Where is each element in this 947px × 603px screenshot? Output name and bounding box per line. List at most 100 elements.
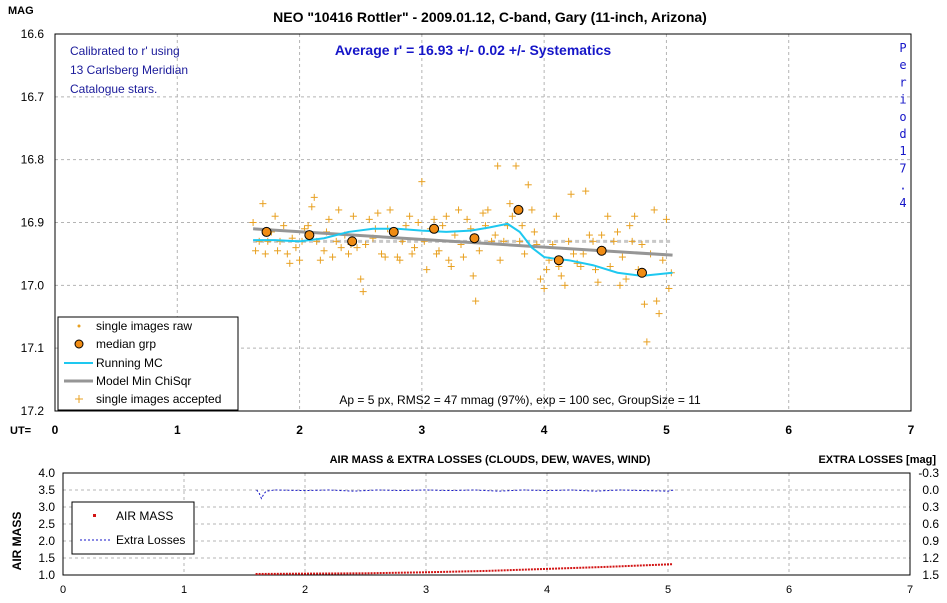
accepted-point (528, 206, 536, 214)
bottom-x-tick-label: 7 (907, 584, 913, 596)
air-mass-point (497, 569, 500, 572)
accepted-point (540, 284, 548, 292)
air-mass-point (464, 570, 467, 573)
air-mass-point (648, 564, 651, 567)
air-mass-point (264, 572, 267, 575)
accepted-point (604, 212, 612, 220)
accepted-point (264, 237, 272, 245)
accepted-point (643, 338, 651, 346)
bottom-legend-box (71, 501, 195, 555)
air-mass-point (431, 571, 434, 574)
accepted-point (296, 256, 304, 264)
air-mass-point (267, 572, 270, 575)
bottom-y2-tick-label: 0.6 (922, 517, 939, 531)
legend-airmass-marker (93, 514, 96, 517)
air-mass-point (376, 572, 379, 575)
accepted-point (582, 187, 590, 195)
air-mass-point (449, 570, 452, 573)
air-mass-point (585, 566, 588, 569)
top-y-tick-label: 16.9 (21, 216, 45, 230)
air-mass-point (349, 572, 352, 575)
legend-model-label: Model Min ChiSqr (96, 374, 191, 388)
bottom-y-tick-label: 1.5 (38, 551, 55, 565)
air-mass-point (506, 569, 509, 572)
air-mass-point (352, 572, 355, 575)
air-mass-point (276, 572, 279, 575)
accepted-point (594, 278, 602, 286)
top-legend: single images raw median grp Running MC … (57, 316, 239, 411)
accepted-point (445, 256, 453, 264)
accepted-point (320, 247, 328, 255)
air-mass-point (663, 563, 666, 566)
air-mass-point (446, 570, 449, 573)
air-mass-point (651, 563, 654, 566)
air-mass-point (310, 572, 313, 575)
accepted-point (280, 222, 288, 230)
accepted-point (552, 212, 560, 220)
air-mass-point (428, 571, 431, 574)
accepted-point (414, 219, 422, 226)
accepted-point (557, 272, 565, 280)
running-mc-line (253, 222, 673, 277)
bottom-y2-tick-label: 0.3 (922, 500, 939, 514)
median-point (513, 204, 524, 215)
air-mass-point (258, 572, 261, 575)
accepted-point (451, 231, 459, 239)
air-mass-point (603, 565, 606, 568)
accepted-point (249, 219, 257, 226)
bottom-y2-tick-label: -0.3 (918, 466, 939, 480)
period-char: . (899, 179, 906, 193)
air-mass-point (355, 572, 358, 575)
top-x-ticks: 0 1 2 3 4 5 6 7 (52, 423, 915, 437)
air-mass-point (633, 564, 636, 567)
top-x-tick-label: 1 (174, 423, 181, 437)
air-mass-point (667, 563, 669, 566)
air-mass-point (615, 565, 618, 568)
air-mass-point (313, 572, 316, 575)
air-mass-point (340, 572, 343, 575)
air-mass-point (370, 572, 373, 575)
accepted-point (362, 240, 370, 248)
accepted-point (374, 209, 382, 217)
air-mass-point (418, 571, 421, 574)
accepted-point (618, 253, 626, 261)
legend-median-label: median grp (96, 337, 156, 351)
accepted-point (577, 262, 585, 270)
air-mass-point (552, 567, 555, 570)
accepted-point (628, 237, 636, 245)
accepted-point (292, 244, 300, 252)
air-mass-point (322, 572, 325, 575)
accepted-point (650, 206, 658, 214)
accepted-point (259, 200, 267, 208)
note-line-3: Catalogue stars. (70, 82, 157, 96)
accepted-point (359, 288, 367, 296)
air-mass-point (473, 570, 476, 573)
air-mass-point (606, 565, 609, 568)
accepted-point (472, 297, 480, 305)
air-mass-point (533, 568, 536, 571)
air-mass-point (573, 566, 576, 569)
air-mass-point (530, 568, 533, 571)
period-char: e (899, 58, 906, 72)
accepted-point (255, 237, 263, 245)
air-mass-point (388, 571, 391, 574)
air-mass-point (582, 566, 585, 569)
bottom-y2-ticks: 1.5 1.2 0.9 0.6 0.3 0.0 -0.3 (918, 466, 939, 582)
air-mass-point (316, 572, 319, 575)
accepted-point (316, 256, 324, 264)
accepted-point (430, 215, 438, 223)
air-mass-point (639, 564, 642, 567)
accepted-point (494, 162, 502, 170)
accepted-point (310, 193, 318, 201)
air-mass-point (470, 570, 473, 573)
top-y-ticks: 16.6 16.7 16.8 16.9 17.0 17.1 17.2 (21, 27, 45, 418)
top-x-tick-label: 2 (296, 423, 303, 437)
top-y-tick-label: 17.1 (21, 341, 45, 355)
air-mass-point (361, 572, 364, 575)
accepted-point (565, 237, 573, 245)
air-mass-point (358, 572, 361, 575)
air-mass-point (343, 572, 346, 575)
bottom-y-tick-label: 3.5 (38, 483, 55, 497)
accepted-point (439, 222, 447, 230)
